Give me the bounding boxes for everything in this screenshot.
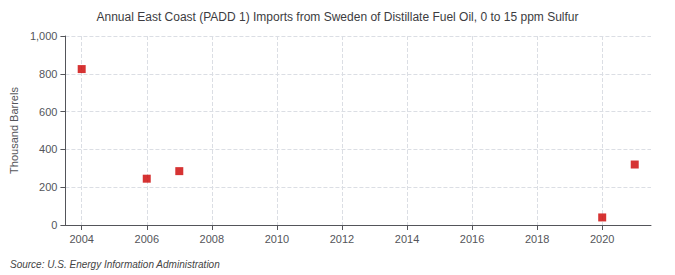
svg-text:400: 400 xyxy=(39,143,57,155)
svg-text:2008: 2008 xyxy=(200,233,224,245)
svg-text:2014: 2014 xyxy=(395,233,419,245)
svg-text:2020: 2020 xyxy=(590,233,614,245)
svg-text:0: 0 xyxy=(51,219,57,231)
svg-text:2004: 2004 xyxy=(69,233,93,245)
svg-text:200: 200 xyxy=(39,181,57,193)
svg-text:2006: 2006 xyxy=(135,233,159,245)
svg-text:2010: 2010 xyxy=(265,233,289,245)
svg-text:2016: 2016 xyxy=(460,233,484,245)
svg-text:Source: U.S. Energy Informatio: Source: U.S. Energy Information Administ… xyxy=(10,259,220,270)
svg-text:Thousand Barrels: Thousand Barrels xyxy=(8,87,20,174)
svg-text:600: 600 xyxy=(39,106,57,118)
svg-text:Annual East Coast (PADD 1) Imp: Annual East Coast (PADD 1) Imports from … xyxy=(97,10,579,24)
svg-text:1,000: 1,000 xyxy=(30,30,58,42)
svg-text:2012: 2012 xyxy=(330,233,354,245)
svg-text:800: 800 xyxy=(39,68,57,80)
svg-text:2018: 2018 xyxy=(525,233,549,245)
